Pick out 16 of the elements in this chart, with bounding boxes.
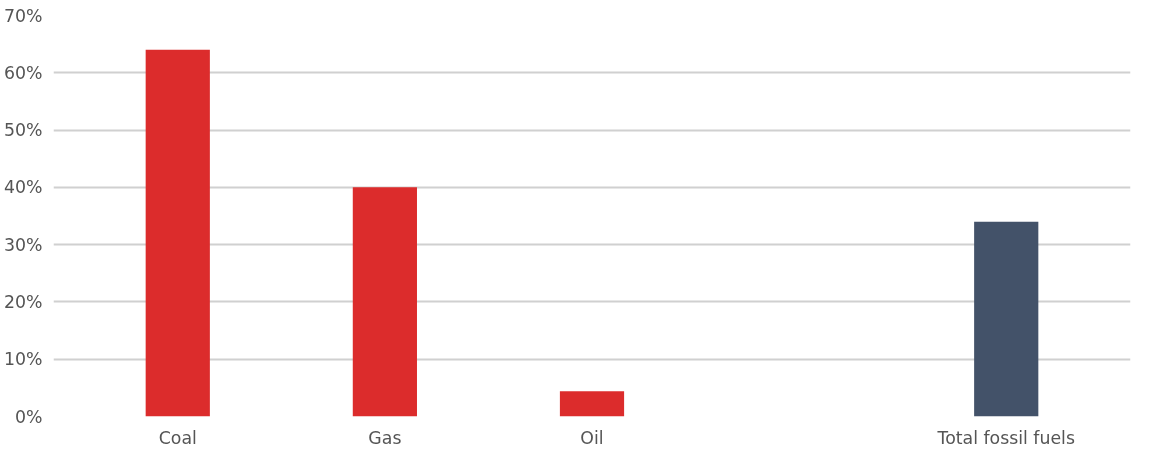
x-tick-label: Total fossil fuels bbox=[936, 427, 1075, 448]
bar bbox=[145, 49, 210, 417]
bar bbox=[559, 391, 625, 417]
x-tick-label: Oil bbox=[580, 427, 604, 448]
y-tick-label: 0% bbox=[15, 406, 43, 427]
y-tick-label: 50% bbox=[3, 120, 43, 141]
x-tick-label: Gas bbox=[368, 427, 402, 448]
y-tick-label: 70% bbox=[3, 5, 43, 26]
y-tick-label: 10% bbox=[3, 349, 43, 370]
x-tick-label: Coal bbox=[158, 427, 197, 448]
bar bbox=[352, 187, 417, 417]
y-tick-label: 30% bbox=[3, 234, 43, 255]
y-tick-label: 60% bbox=[3, 62, 43, 83]
bar bbox=[974, 221, 1039, 417]
y-tick-label: 20% bbox=[3, 291, 43, 312]
y-tick-label: 40% bbox=[3, 177, 43, 198]
